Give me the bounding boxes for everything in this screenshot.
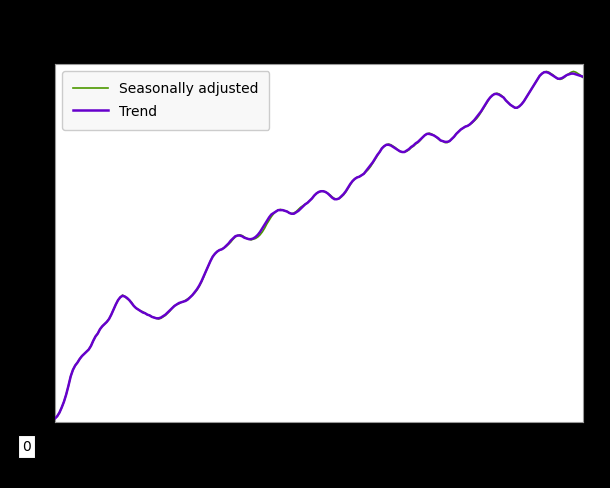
Line: Trend: Trend (55, 72, 583, 419)
Text: 0: 0 (22, 440, 30, 453)
Trend (252, 234, 259, 240)
Seasonally adjusted (471, 118, 478, 124)
Seasonally adjusted (579, 74, 586, 80)
Seasonally adjusted (349, 178, 356, 184)
Trend (196, 283, 203, 288)
Seasonally adjusted (51, 416, 59, 422)
Trend (498, 93, 505, 99)
Seasonally adjusted (252, 236, 259, 242)
Trend (579, 74, 586, 80)
Trend (51, 416, 59, 422)
Seasonally adjusted (543, 68, 550, 74)
Seasonally adjusted (498, 92, 505, 98)
Trend (540, 69, 548, 75)
Trend (74, 360, 81, 366)
Legend: Seasonally adjusted, Trend: Seasonally adjusted, Trend (62, 71, 270, 130)
Trend (349, 178, 356, 184)
Line: Seasonally adjusted: Seasonally adjusted (55, 71, 583, 419)
Trend (471, 117, 478, 123)
Seasonally adjusted (74, 360, 81, 366)
Seasonally adjusted (196, 284, 203, 289)
